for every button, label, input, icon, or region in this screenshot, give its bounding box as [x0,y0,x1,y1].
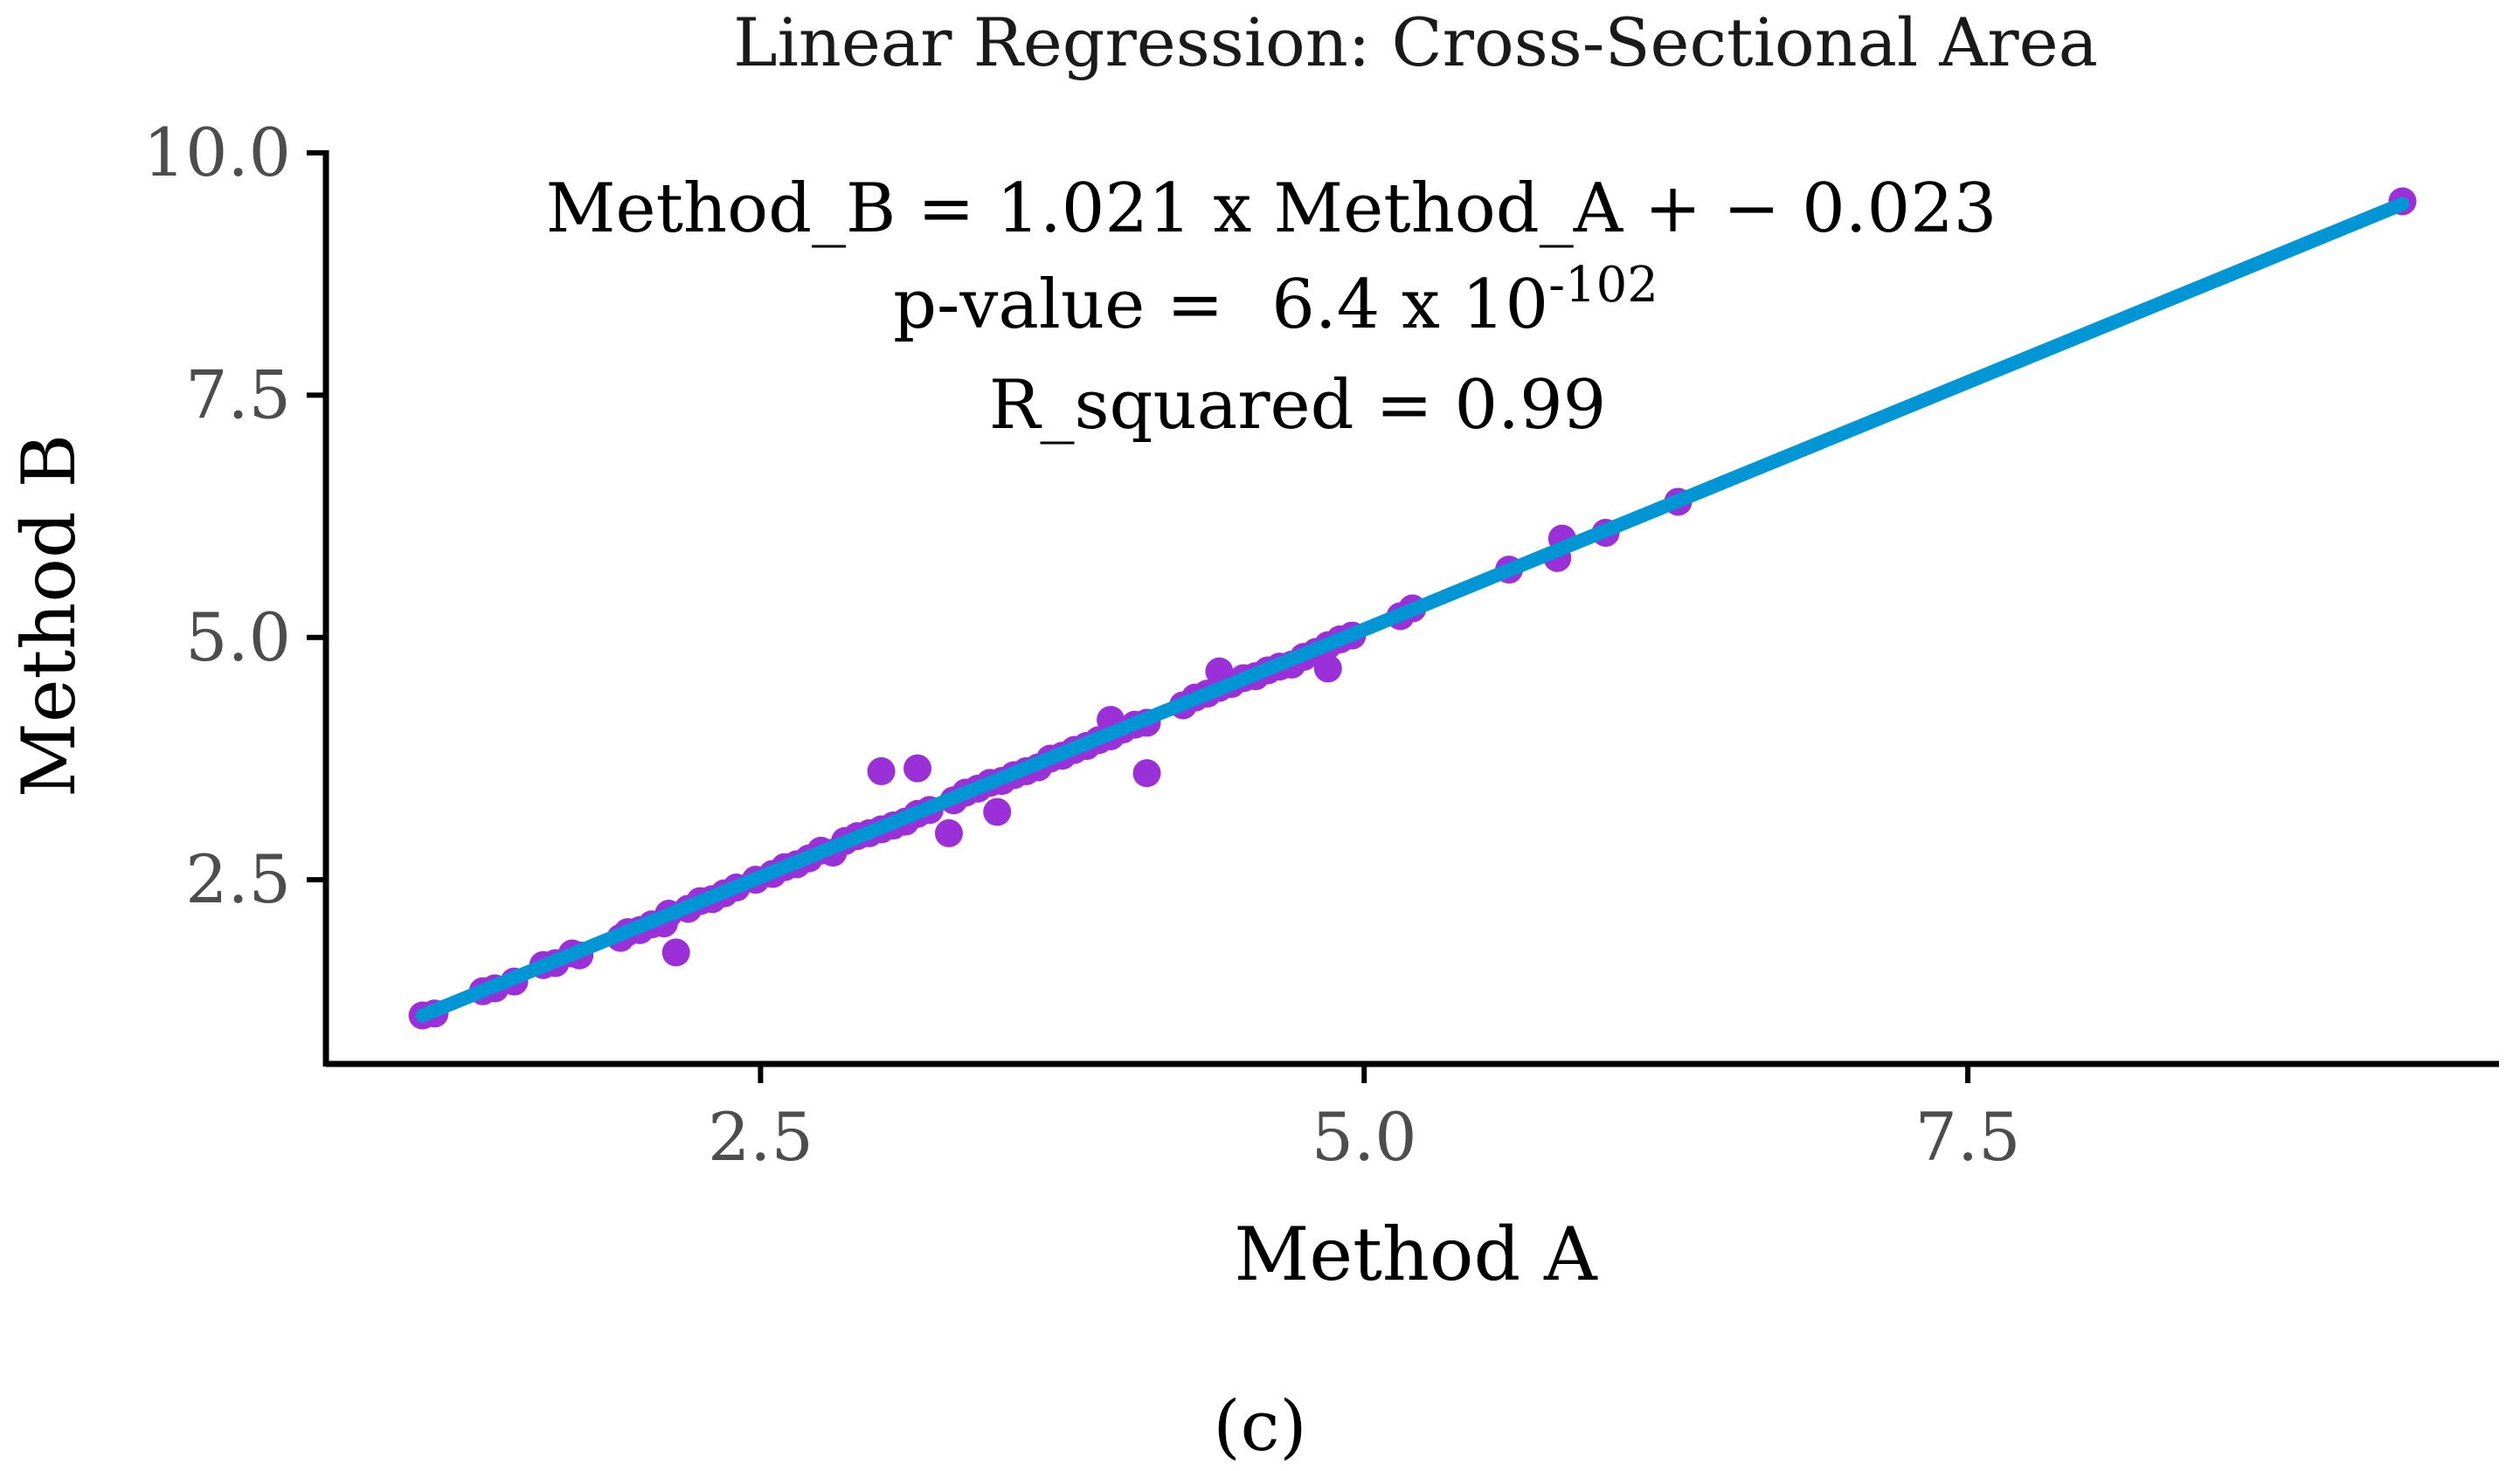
y-tick-label: 10.0 [143,114,291,191]
data-point [1205,657,1234,686]
plot-area: 2.5 5.0 7.5 2.5 5.0 7.5 10.0 [143,114,2499,1176]
chart-title: Linear Regression: Cross-Sectional Area [733,3,2098,81]
data-point [903,754,932,783]
data-point [1132,759,1161,788]
y-axis-title: Method B [6,434,92,798]
y-tick-label: 2.5 [185,840,291,918]
y-tick-label: 5.0 [185,598,291,676]
x-tick-label: 5.0 [1312,1098,1417,1176]
data-point [661,938,690,967]
p-value-prefix: p-value = [893,266,1245,344]
x-tick-label: 7.5 [1915,1098,2021,1176]
data-point [1313,654,1342,683]
data-point [983,798,1012,826]
panel-label: (c) [1213,1385,1306,1467]
x-axis-title: Method A [1234,1212,1598,1297]
regression-line [415,197,2410,1023]
p-value-exponent: -102 [1548,257,1658,314]
x-tick-label: 2.5 [708,1098,813,1176]
p-value-text: p-value = 6.4 x 10-102 [893,257,1658,344]
y-tick-label: 7.5 [185,356,291,433]
regression-equation: Method_B = 1.021 x Method_A + − 0.023 [546,169,1997,248]
data-point [867,756,896,785]
regression-annotations: Method_B = 1.021 x Method_A + − 0.023 p-… [546,169,1997,445]
r-squared-text: R_squared = 0.99 [989,366,1606,445]
p-value-base: 6.4 x 10 [1271,266,1548,344]
data-point [934,818,963,847]
